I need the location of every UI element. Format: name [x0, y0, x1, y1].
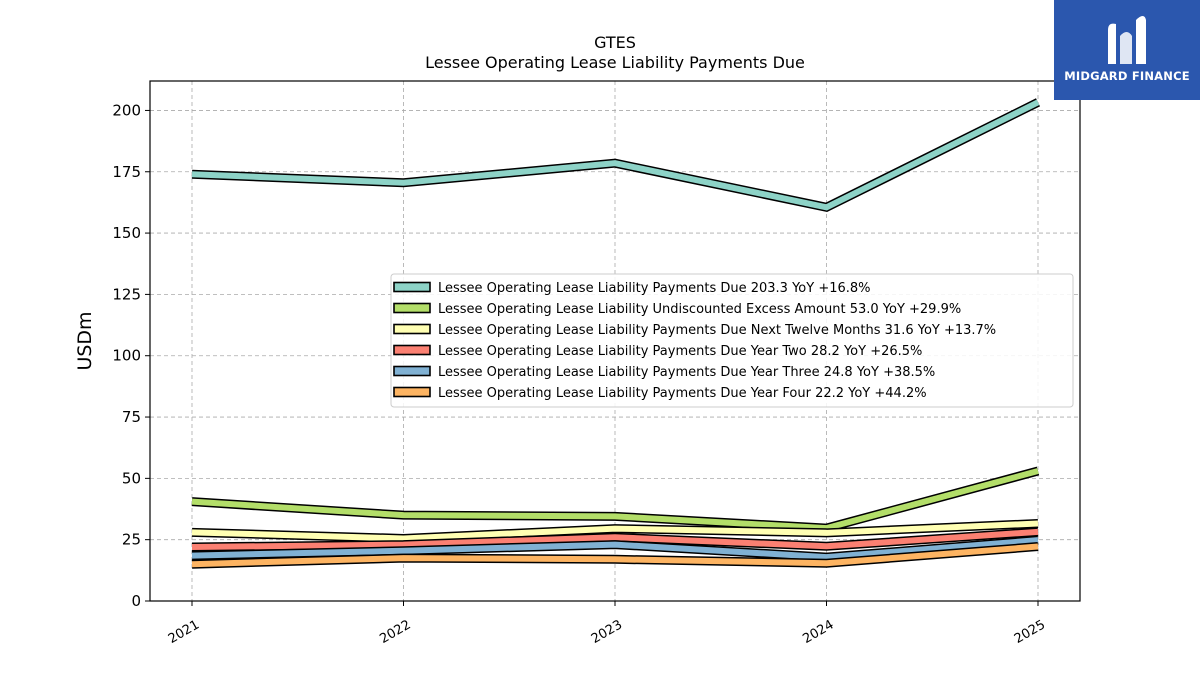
legend-entry: Lessee Operating Lease Liability Payment…	[438, 344, 922, 359]
series-line	[191, 537, 1039, 561]
y-tick-label: 50	[122, 469, 141, 487]
y-tick-label: 75	[122, 408, 141, 426]
chart-title: GTES	[594, 33, 636, 52]
y-tick-label: 200	[112, 101, 141, 119]
series-lines	[191, 98, 1041, 569]
series-line	[191, 520, 1039, 542]
y-tick-label: 100	[112, 347, 141, 365]
legend-entry: Lessee Operating Lease Liability Payment…	[438, 281, 871, 296]
series-line	[191, 528, 1039, 551]
legend: Lessee Operating Lease Liability Payment…	[390, 273, 1074, 408]
x-tick-label: 2022	[377, 617, 413, 647]
y-axis: 0 25 50 75 100 125 150 175 200	[112, 101, 150, 610]
legend-swatch	[393, 302, 431, 314]
midgard-finance-logo: MIDGARD FINANCE	[1054, 0, 1200, 100]
series-line-outline	[191, 466, 1040, 533]
y-tick-label: 0	[131, 592, 141, 610]
x-tick-label: 2023	[589, 617, 625, 647]
logo-mark-icon	[1108, 16, 1146, 65]
y-axis-label: USDm	[74, 311, 96, 370]
legend-swatch	[393, 344, 431, 356]
series-line	[191, 99, 1040, 211]
legend-entry: Lessee Operating Lease Liability Payment…	[438, 323, 996, 338]
x-tick-label: 2025	[1012, 617, 1048, 647]
y-tick-label: 175	[112, 163, 141, 181]
y-tick-label: 125	[112, 285, 141, 303]
x-tick-label: 2024	[800, 617, 836, 647]
legend-entry: Lessee Operating Lease Liability Undisco…	[438, 302, 961, 317]
x-axis: 2021 2022 2023 2024 2025	[166, 601, 1048, 647]
legend-box	[390, 273, 1074, 408]
legend-swatch	[393, 365, 431, 377]
chart-subtitle: Lessee Operating Lease Liability Payment…	[425, 53, 805, 72]
legend-swatch	[393, 281, 431, 293]
y-tick-label: 150	[112, 224, 141, 242]
legend-swatch	[393, 323, 431, 335]
y-tick-label: 25	[122, 531, 141, 549]
series-line	[191, 468, 1039, 532]
legend-swatch	[393, 386, 431, 398]
x-tick-label: 2021	[166, 617, 202, 647]
legend-entry: Lessee Operating Lease Liability Payment…	[438, 386, 927, 401]
legend-entry: Lessee Operating Lease Liability Payment…	[438, 365, 935, 380]
logo-text: MIDGARD FINANCE	[1064, 69, 1190, 83]
series-line	[191, 543, 1039, 568]
